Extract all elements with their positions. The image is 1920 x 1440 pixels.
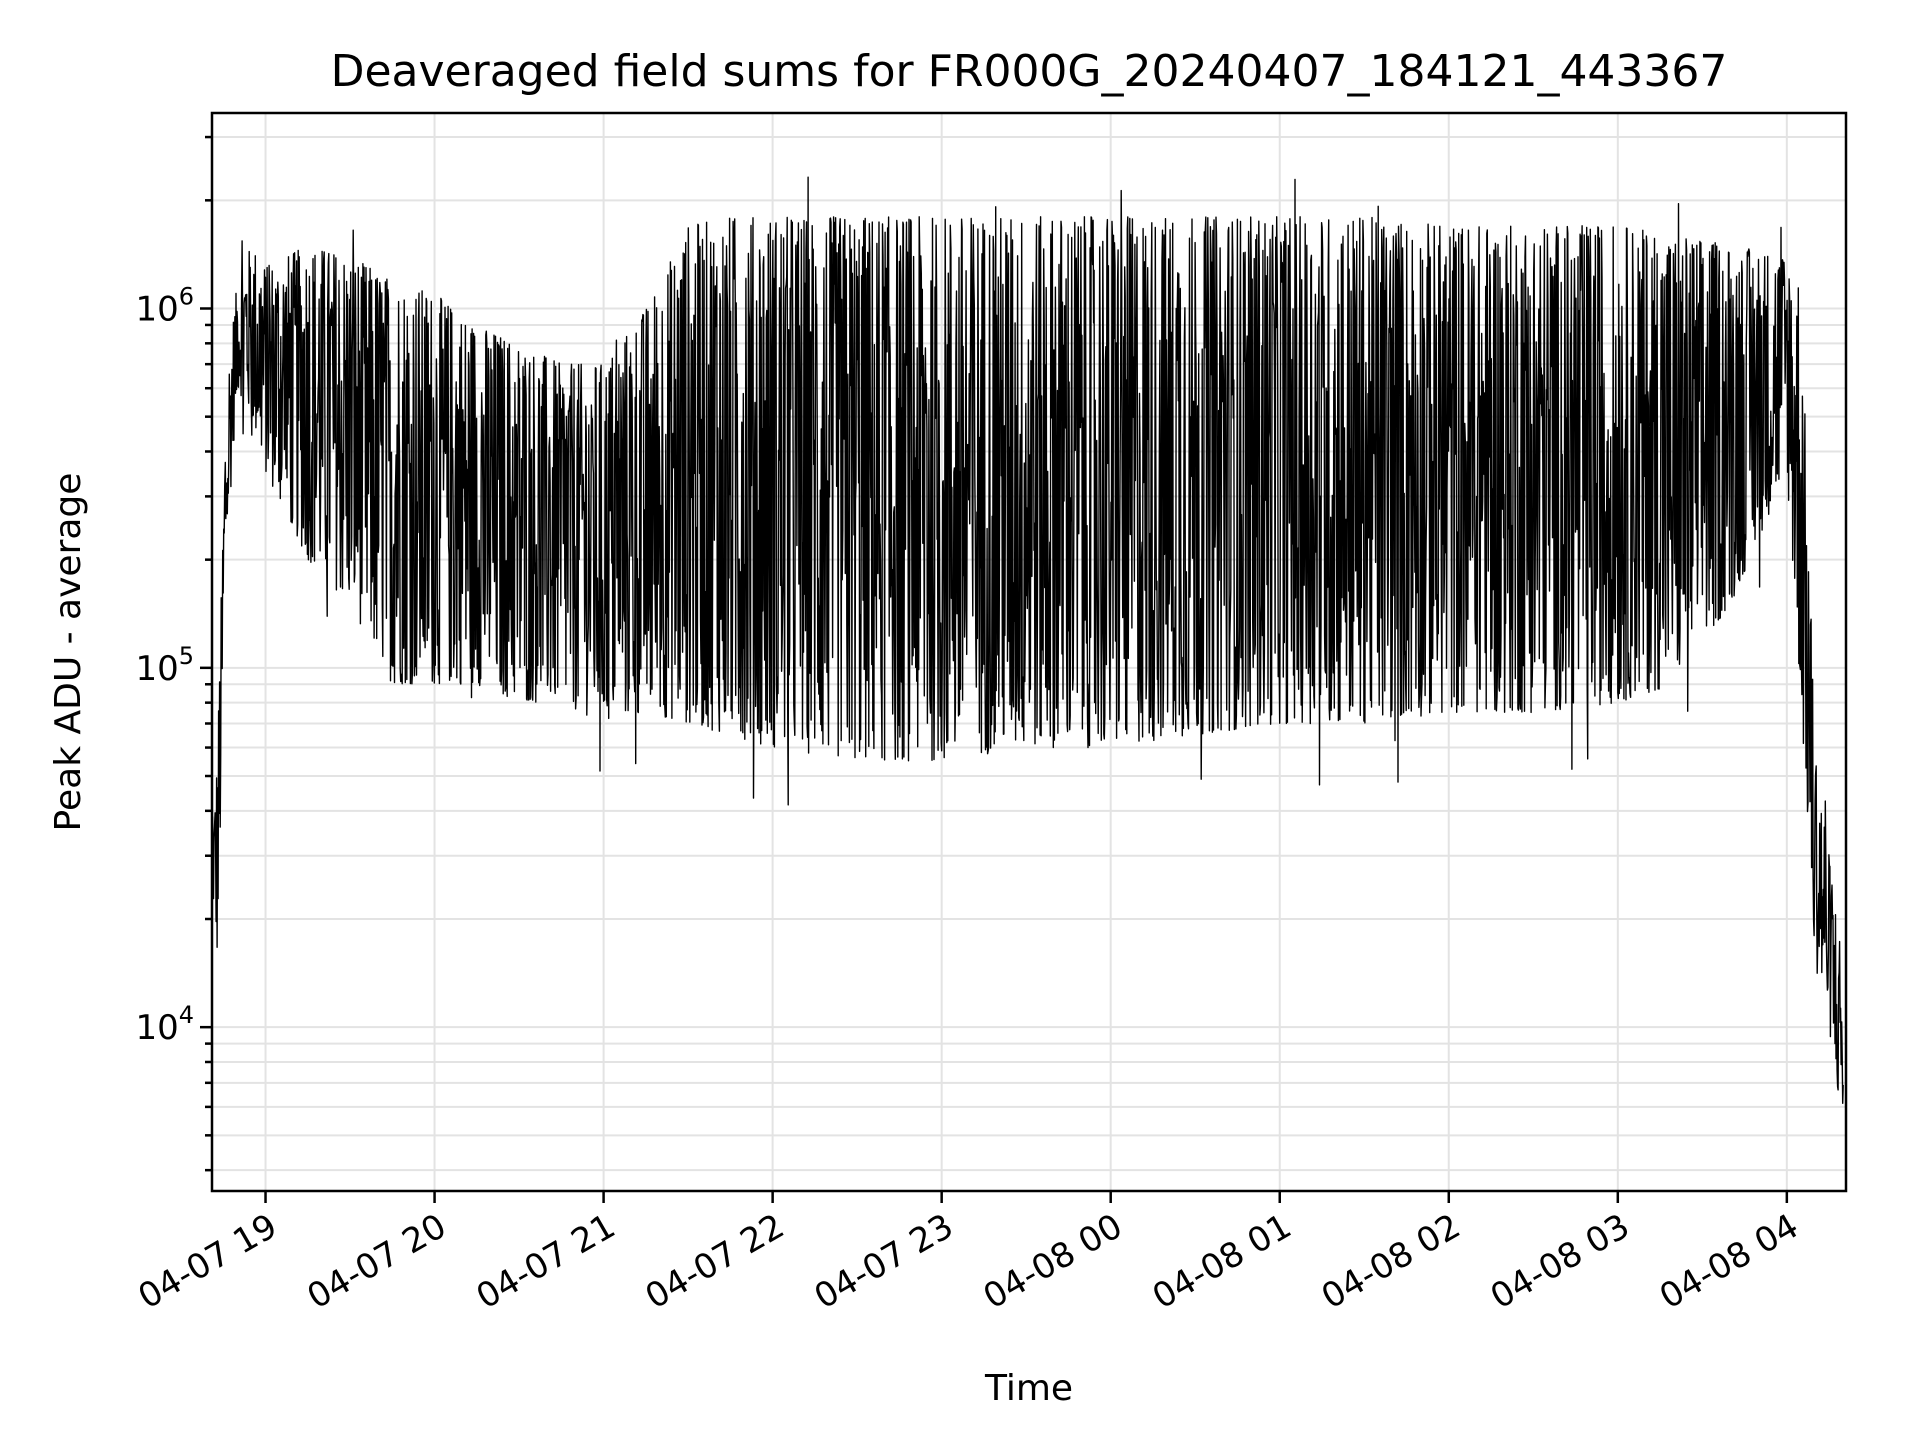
x-axis-label: Time <box>984 1368 1073 1409</box>
chart-title: Deaveraged field sums for FR000G_2024040… <box>331 46 1728 97</box>
y-tick-label: 105 <box>135 642 194 689</box>
plot-frame <box>210 111 1848 1193</box>
series-line <box>212 176 1844 1104</box>
y-axis-label: Peak ADU - average <box>48 473 89 832</box>
plot-area <box>212 176 1844 1104</box>
y-tick-label: 106 <box>135 283 194 330</box>
y-axis: 104 105 106 <box>135 135 212 1172</box>
y-tick-label: 104 <box>135 1001 194 1048</box>
